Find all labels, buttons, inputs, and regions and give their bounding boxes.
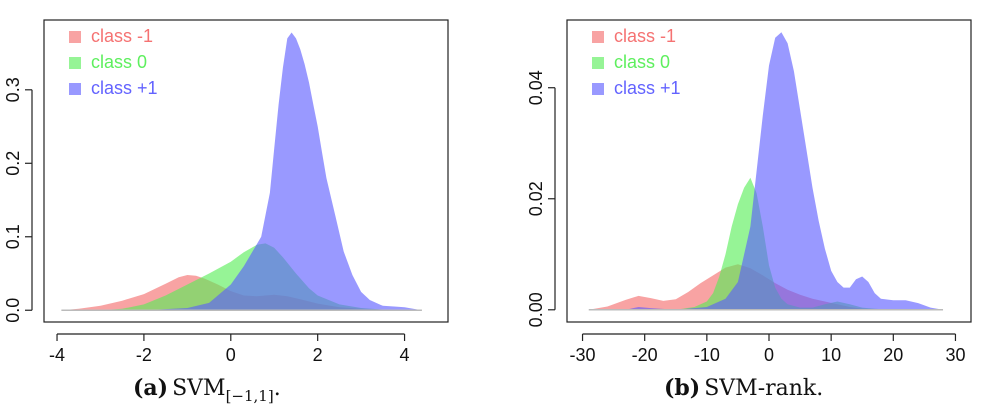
caption-b-text: SVM-rank. [704,376,823,401]
caption-a-subscript: [−1,1] [226,387,274,405]
x-tick-label-a: 2 [313,345,323,365]
caption-b-label: (b) [664,375,700,401]
x-tick-label-a: 0 [226,345,236,365]
x-tick-label-a: -4 [49,345,65,365]
y-tick-label-a: 0.3 [3,77,23,102]
x-tick-label-b: -10 [694,345,720,365]
x-tick-label-b: 20 [883,345,903,365]
x-tick-label-a: 4 [400,345,410,365]
legend-swatch-b-2 [592,57,604,69]
legend-label-b-1: class -1 [614,26,676,46]
caption-a-text: SVM [172,376,226,401]
y-tick-label-a: 0.1 [3,224,23,249]
caption-b: (b) SVM-rank. [664,375,823,401]
chart-panel-b: -30 -20 -10 0 10 20 30 0.00 0.02 0.04 class -1 clas… [526,19,972,365]
plot-frame-a [43,19,449,323]
caption-a-suffix: . [274,376,281,401]
legend-swatch-a-2 [69,57,81,69]
chart-panel-a: -4 -2 0 2 4 0.0 0.1 0.2 0.3 class -1 class 0 class … [3,19,449,365]
legend-label-a-3: class +1 [91,78,158,98]
y-tick-label-b: 0.02 [526,181,546,216]
y-tick-label-a: 0.0 [3,298,23,323]
caption-a-label: (a) [133,375,168,401]
legend-label-a-2: class 0 [91,52,147,72]
legend-swatch-b-1 [592,31,604,43]
x-tick-label-b: -20 [632,345,658,365]
y-tick-label-b: 0.04 [526,70,546,105]
y-tick-label-b: 0.00 [526,292,546,327]
x-tick-label-b: 10 [821,345,841,365]
legend-label-b-3: class +1 [614,78,681,98]
x-tick-label-b: -30 [570,345,596,365]
legend-swatch-b-3 [592,83,604,95]
legend-swatch-a-1 [69,31,81,43]
plot-frame-b [566,19,972,323]
caption-a: (a) SVM[−1,1]. [133,375,281,405]
legend-swatch-a-3 [69,83,81,95]
density-area-b-series-3 [588,32,943,310]
legend-label-b-2: class 0 [614,52,670,72]
x-tick-label-b: 30 [945,345,965,365]
y-tick-label-a: 0.2 [3,151,23,176]
legend-label-a-1: class -1 [91,26,153,46]
x-tick-label-a: -2 [136,345,152,365]
density-area-a-series-3 [61,32,422,311]
x-tick-label-b: 0 [764,345,774,365]
